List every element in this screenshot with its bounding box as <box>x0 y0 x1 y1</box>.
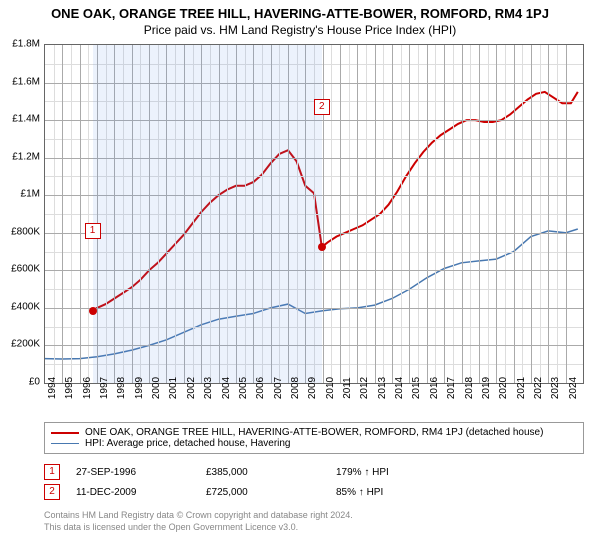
sale-point-dot <box>89 307 97 315</box>
sale-marker-2: 2 <box>314 99 330 115</box>
x-tick-label: 2002 <box>186 377 197 399</box>
y-tick-label: £600K <box>0 264 40 275</box>
y-tick-label: £1.8M <box>0 39 40 50</box>
legend-label: ONE OAK, ORANGE TREE HILL, HAVERING-ATTE… <box>85 427 543 438</box>
y-tick-label: £400K <box>0 301 40 312</box>
x-tick-label: 1997 <box>99 377 110 399</box>
x-tick-label: 2021 <box>516 377 527 399</box>
x-tick-label: 2008 <box>290 377 301 399</box>
sales-price: £725,000 <box>206 487 336 498</box>
sales-date: 27-SEP-1996 <box>76 467 206 478</box>
legend-swatch <box>51 432 79 434</box>
y-tick-label: £800K <box>0 226 40 237</box>
x-tick-label: 2011 <box>342 377 353 399</box>
x-tick-label: 1995 <box>64 377 75 399</box>
x-tick-label: 1998 <box>116 377 127 399</box>
sales-marker: 1 <box>44 464 60 480</box>
sales-table: 1 27-SEP-1996£385,000179% ↑ HPI 2 11-DEC-20… <box>44 462 584 502</box>
x-tick-label: 2000 <box>151 377 162 399</box>
sales-row: 1 27-SEP-1996£385,000179% ↑ HPI <box>44 462 584 482</box>
x-tick-label: 2005 <box>238 377 249 399</box>
legend-row: ONE OAK, ORANGE TREE HILL, HAVERING-ATTE… <box>51 427 577 438</box>
x-tick-label: 2010 <box>325 377 336 399</box>
sale-point-dot <box>318 243 326 251</box>
footer-text: Contains HM Land Registry data © Crown c… <box>44 510 584 533</box>
x-tick-label: 2001 <box>168 377 179 399</box>
x-tick-label: 2007 <box>273 377 284 399</box>
x-tick-label: 1999 <box>134 377 145 399</box>
x-tick-label: 2014 <box>394 377 405 399</box>
x-tick-label: 2012 <box>359 377 370 399</box>
chart-plot-area: 12 <box>44 44 584 384</box>
x-tick-label: 2023 <box>550 377 561 399</box>
sales-row: 2 11-DEC-2009£725,00085% ↑ HPI <box>44 482 584 502</box>
y-tick-label: £0 <box>0 377 40 388</box>
x-tick-label: 2006 <box>255 377 266 399</box>
x-tick-label: 2019 <box>481 377 492 399</box>
x-tick-label: 2004 <box>221 377 232 399</box>
y-tick-label: £1.4M <box>0 114 40 125</box>
x-tick-label: 1994 <box>47 377 58 399</box>
x-tick-label: 2024 <box>568 377 579 399</box>
chart-subtitle: Price paid vs. HM Land Registry's House … <box>0 21 600 37</box>
x-tick-label: 2022 <box>533 377 544 399</box>
x-tick-label: 2016 <box>429 377 440 399</box>
legend-row: HPI: Average price, detached house, Have… <box>51 438 577 449</box>
sales-pct: 85% ↑ HPI <box>336 487 466 498</box>
x-tick-label: 2003 <box>203 377 214 399</box>
x-tick-label: 2009 <box>307 377 318 399</box>
legend-box: ONE OAK, ORANGE TREE HILL, HAVERING-ATTE… <box>44 422 584 454</box>
sales-marker: 2 <box>44 484 60 500</box>
y-tick-label: £1M <box>0 189 40 200</box>
ownership-shade <box>93 45 322 383</box>
chart-title: ONE OAK, ORANGE TREE HILL, HAVERING-ATTE… <box>0 0 600 21</box>
x-tick-label: 2020 <box>498 377 509 399</box>
x-tick-label: 1996 <box>82 377 93 399</box>
sales-date: 11-DEC-2009 <box>76 487 206 498</box>
x-tick-label: 2013 <box>377 377 388 399</box>
footer-line-1: Contains HM Land Registry data © Crown c… <box>44 510 584 522</box>
y-tick-label: £1.2M <box>0 151 40 162</box>
x-tick-label: 2018 <box>464 377 475 399</box>
legend-label: HPI: Average price, detached house, Have… <box>85 438 291 449</box>
y-tick-label: £200K <box>0 339 40 350</box>
sale-marker-1: 1 <box>85 223 101 239</box>
x-tick-label: 2015 <box>411 377 422 399</box>
sales-price: £385,000 <box>206 467 336 478</box>
x-tick-label: 2017 <box>446 377 457 399</box>
footer-line-2: This data is licensed under the Open Gov… <box>44 522 584 534</box>
sales-pct: 179% ↑ HPI <box>336 467 466 478</box>
y-tick-label: £1.6M <box>0 76 40 87</box>
chart-container: ONE OAK, ORANGE TREE HILL, HAVERING-ATTE… <box>0 0 600 560</box>
legend-swatch <box>51 443 79 445</box>
